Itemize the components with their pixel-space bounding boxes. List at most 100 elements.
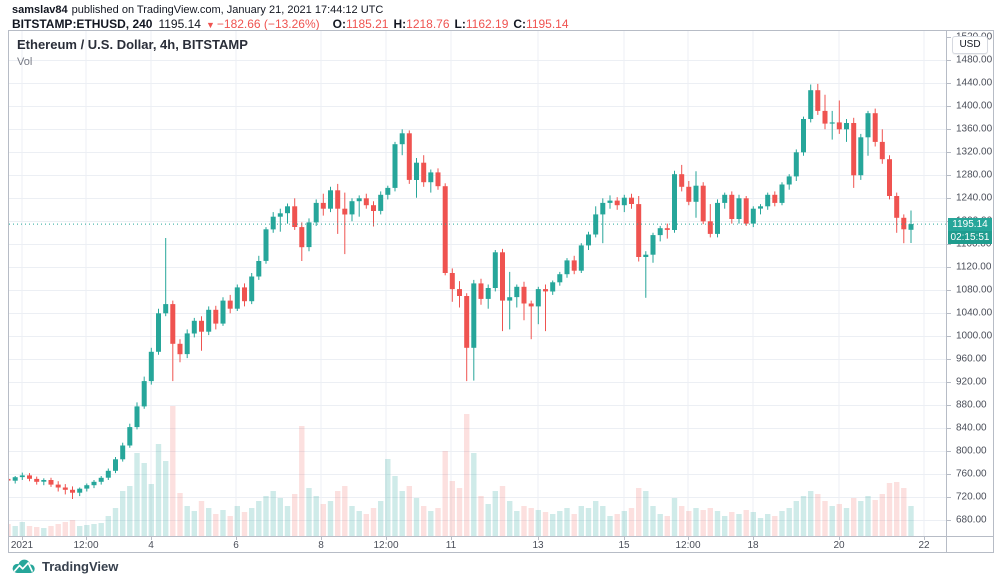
time-tick-mark (624, 537, 625, 540)
username: samslav84 (12, 4, 68, 16)
price-tick-mark (947, 382, 951, 384)
price-tick-label: 680.00 (956, 514, 987, 526)
time-tick-label: 18 (747, 540, 759, 551)
volume-indicator-label: Vol (17, 56, 33, 68)
published-line: samslav84 published on TradingView.com, J… (12, 3, 569, 17)
high-label: H: (393, 17, 407, 31)
time-tick-mark (22, 537, 23, 540)
price-tick-label: 880.00 (956, 399, 987, 411)
down-arrow-icon: ▼ (205, 20, 215, 30)
price-tick-label: 1120.00 (956, 261, 992, 273)
bar-close-countdown: 02:15:51 (948, 231, 992, 244)
low-value: 1162.19 (465, 17, 509, 31)
price-tick-mark (947, 313, 951, 315)
price-tick-label: 840.00 (956, 422, 987, 434)
time-axis[interactable]: 2021 12:00 4 6 8 12:00 11 13 15 12:00 18 20 22 (9, 536, 946, 552)
time-tick-label: 8 (318, 540, 324, 551)
time-tick-label: 13 (532, 540, 544, 551)
tradingview-branding[interactable]: TradingView (10, 555, 118, 577)
time-tick-mark (386, 537, 387, 540)
price-tick-label: 800.00 (956, 445, 987, 457)
chart-frame: Ethereum / U.S. Dollar, 4h, BITSTAMP Vol… (8, 30, 994, 553)
gridlines (9, 31, 946, 536)
time-tick-label: 12:00 (73, 540, 99, 551)
time-tick-mark (924, 537, 925, 540)
price-tick-mark (947, 129, 951, 131)
price-tick-mark (947, 359, 951, 361)
time-tick-mark (451, 537, 452, 540)
time-tick-label: 6 (233, 540, 239, 551)
price-tick-mark (947, 451, 951, 453)
price-tick-label: 920.00 (956, 376, 987, 388)
volume-bars (9, 406, 914, 536)
price-tick-label: 1360.00 (956, 123, 993, 135)
price-tick-label: 1280.00 (956, 169, 993, 181)
price-tick-mark (947, 175, 951, 177)
close-label: C: (513, 17, 527, 31)
price-tick-mark (947, 37, 951, 39)
price-tick-label: 1080.00 (956, 284, 993, 296)
time-tick-mark (688, 537, 689, 540)
time-tick-mark (839, 537, 840, 540)
price-tick-label: 1040.00 (956, 307, 993, 319)
price-tick-mark (947, 474, 951, 476)
price-tick-label: 1160.00 (956, 238, 992, 250)
price-tick-mark (947, 106, 951, 108)
time-tick-label: 12:00 (675, 540, 701, 551)
time-tick-mark (321, 537, 322, 540)
price-tick-label: 760.00 (956, 468, 987, 480)
published-text: published on TradingView.com, January 21… (71, 4, 384, 16)
time-tick-mark (236, 537, 237, 540)
time-tick-label: 4 (148, 540, 154, 551)
candlesticks (9, 83, 914, 499)
price-tick-mark (947, 267, 951, 269)
price-tick-mark (947, 244, 951, 246)
high-value: 1218.76 (406, 17, 450, 31)
open-value: 1185.21 (345, 17, 389, 31)
chart-plot-area[interactable]: Ethereum / U.S. Dollar, 4h, BITSTAMP Vol (9, 31, 946, 536)
price-tick-mark (947, 405, 951, 407)
last-price: 1195.14 (158, 17, 201, 31)
currency-toggle-button[interactable]: USD (952, 36, 988, 54)
low-label: L: (454, 17, 466, 31)
current-price-label: 1195.14 (948, 218, 992, 231)
snapshot-header: samslav84 published on TradingView.com, J… (12, 3, 569, 33)
price-tick-label: 1000.00 (956, 330, 993, 342)
price-change: −182.66 (−13.26%) (216, 17, 320, 31)
time-tick-label: 2021 (10, 540, 34, 551)
price-tick-mark (947, 497, 951, 499)
time-tick-label: 11 (445, 540, 457, 551)
price-tick-label: 1240.00 (956, 192, 993, 204)
price-tick-label: 1400.00 (956, 100, 993, 112)
time-tick-mark (753, 537, 754, 540)
price-tick-mark (947, 60, 951, 62)
time-tick-label: 12:00 (373, 540, 399, 551)
symbol-interval: BITSTAMP:ETHUSD, 240 (12, 17, 153, 31)
price-axis[interactable]: USD 1195.14 02:15:51 1520.001480.001440.… (946, 31, 993, 536)
time-tick-mark (151, 537, 152, 540)
tradingview-brand-text: TradingView (42, 558, 119, 574)
price-tick-label: 1440.00 (956, 77, 993, 89)
price-tick-mark (947, 336, 951, 338)
chart-title: Ethereum / U.S. Dollar, 4h, BITSTAMP (17, 37, 248, 52)
symbol-ohlc-line: BITSTAMP:ETHUSD, 240 1195.14 ▼ −182.66 (−13… (12, 17, 569, 33)
open-label: O: (332, 17, 346, 31)
price-tick-mark (947, 198, 951, 200)
price-tick-label: 960.00 (956, 353, 987, 365)
price-tick-mark (947, 83, 951, 85)
price-tick-mark (947, 520, 951, 522)
time-tick-label: 20 (833, 540, 845, 551)
price-tick-label: 1480.00 (956, 54, 993, 66)
price-tick-mark (947, 152, 951, 154)
price-tick-mark (947, 290, 951, 292)
axis-corner-cell (946, 536, 993, 552)
time-tick-label: 15 (618, 540, 630, 551)
price-tick-label: 1320.00 (956, 146, 993, 158)
price-tick-label: 720.00 (956, 491, 987, 503)
candlestick-chart (9, 31, 946, 536)
time-tick-mark (86, 537, 87, 540)
time-tick-label: 22 (918, 540, 930, 551)
tradingview-logo-icon (10, 558, 36, 575)
close-value: 1195.14 (526, 17, 569, 31)
